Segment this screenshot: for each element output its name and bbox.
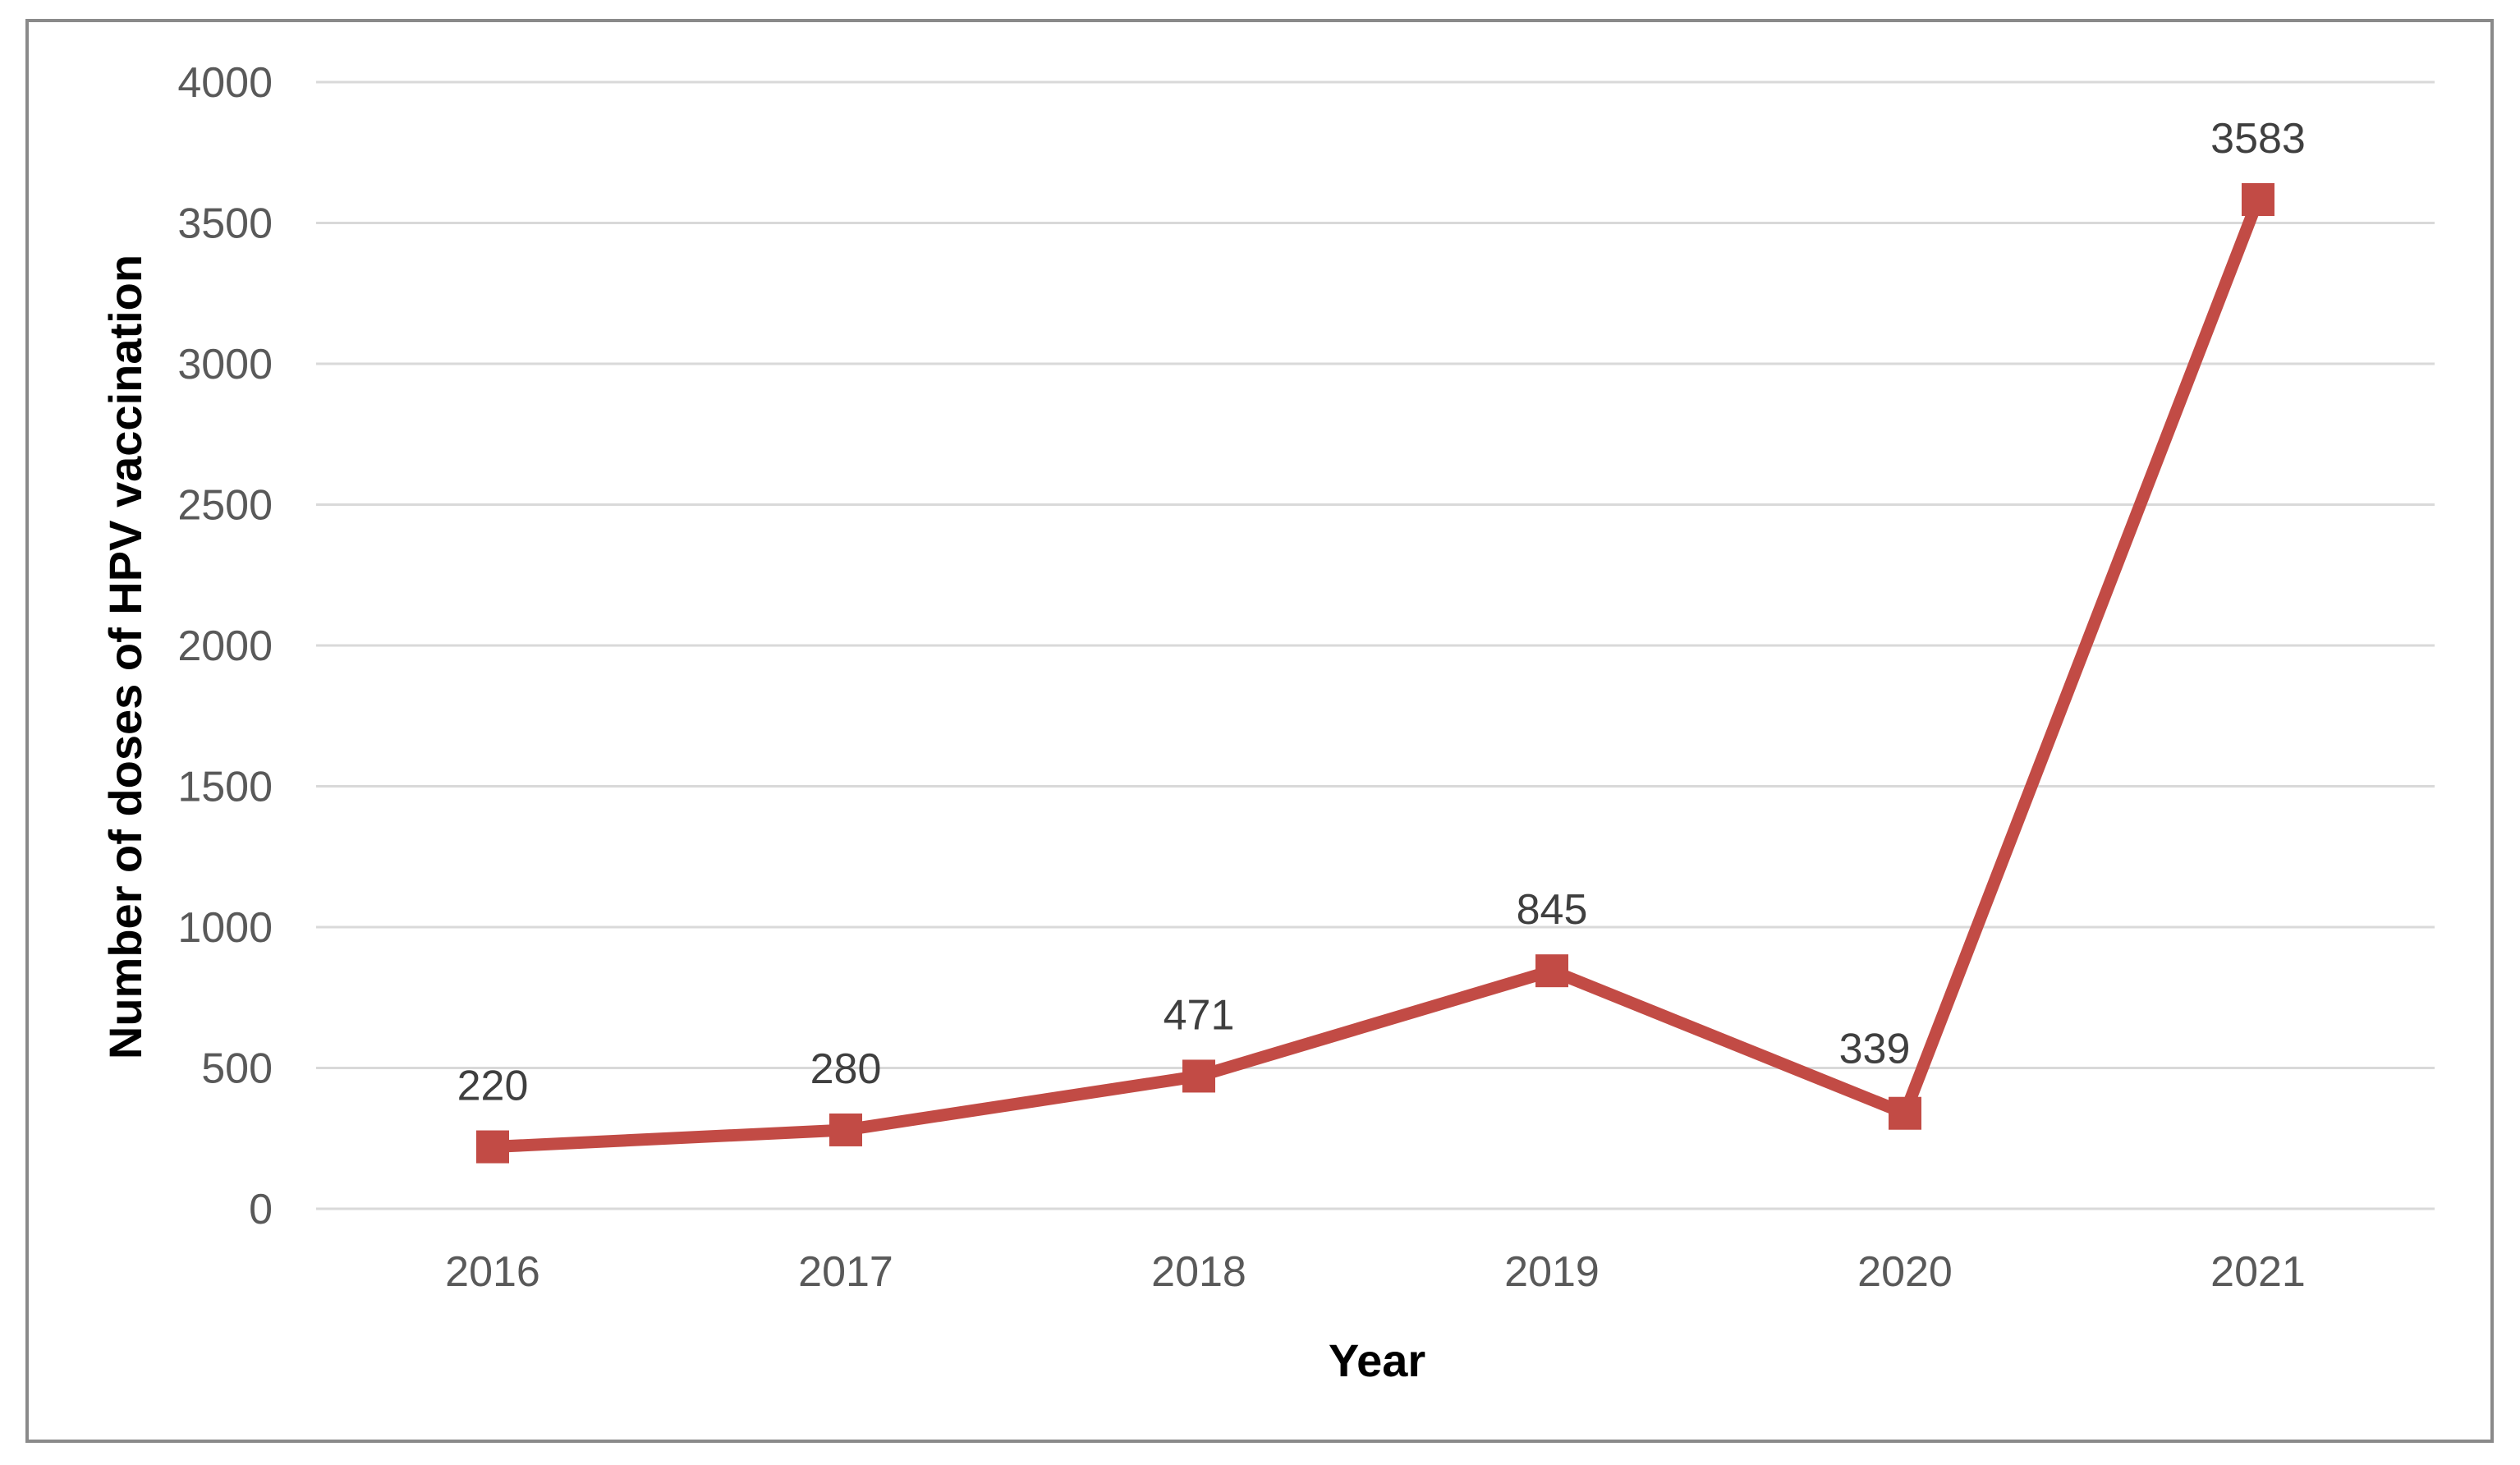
- data-point-marker: [1889, 1096, 1921, 1130]
- y-tick-label: 1500: [177, 764, 273, 811]
- x-tick-label: 2016: [445, 1248, 540, 1296]
- data-label: 339: [1839, 1026, 1911, 1073]
- y-tick-label: 0: [249, 1186, 273, 1233]
- y-axis-tick-labels: 0 500 1000 1500 2000 2500 3000 3500 4000: [177, 59, 273, 1233]
- x-axis-tick-labels: 2016 2017 2018 2019 2020 2021: [445, 1248, 2306, 1296]
- data-label: 3583: [2210, 115, 2306, 163]
- data-labels-layer: 220 280 471 845 339 3583: [457, 115, 2306, 1110]
- x-tick-label: 2019: [1504, 1248, 1600, 1296]
- data-label: 220: [457, 1063, 529, 1110]
- series-line-layer: [492, 197, 2264, 1154]
- y-tick-label: 3000: [177, 341, 273, 388]
- x-axis-title: Year: [1329, 1334, 1425, 1386]
- data-point-markers-layer: [476, 183, 2274, 1164]
- data-label: 845: [1517, 886, 1588, 934]
- gridlines-layer: [316, 80, 2435, 1210]
- y-tick-label: 3500: [177, 200, 273, 248]
- x-tick-label: 2018: [1151, 1248, 1246, 1296]
- chart-frame-border: [25, 19, 2494, 1443]
- x-tick-label: 2020: [1857, 1248, 1953, 1296]
- data-label: 280: [810, 1045, 882, 1093]
- series-line: [492, 197, 2264, 1154]
- data-point-marker: [476, 1130, 509, 1164]
- y-tick-label: 2500: [177, 482, 273, 530]
- y-axis-title: Number of doses of HPV vaccination: [99, 255, 151, 1059]
- y-tick-label: 4000: [177, 59, 273, 107]
- x-tick-label: 2017: [798, 1248, 893, 1296]
- data-point-marker: [829, 1113, 862, 1146]
- data-point-marker: [1182, 1059, 1215, 1093]
- y-tick-label: 500: [201, 1045, 273, 1093]
- data-label: 471: [1164, 991, 1235, 1039]
- data-point-marker: [2242, 183, 2274, 217]
- y-tick-label: 1000: [177, 904, 273, 952]
- x-tick-label: 2021: [2210, 1248, 2306, 1296]
- y-tick-label: 2000: [177, 622, 273, 670]
- data-point-marker: [1535, 954, 1568, 988]
